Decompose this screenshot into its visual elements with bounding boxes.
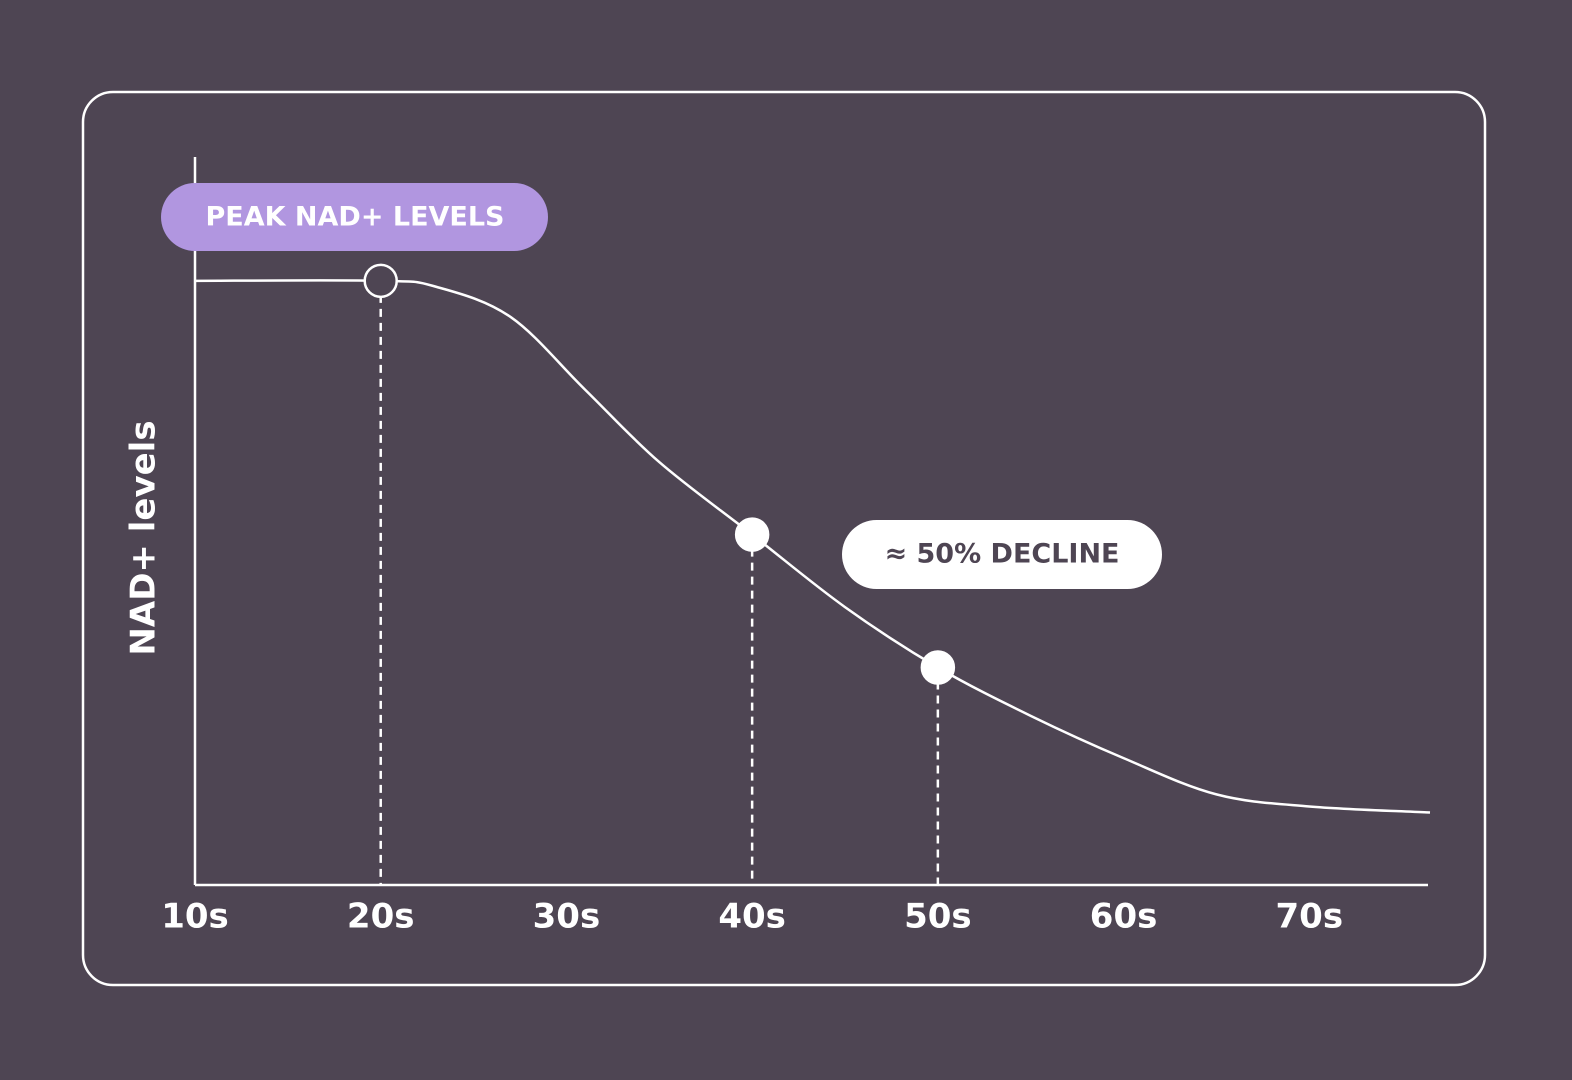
x-tick-label: 70s xyxy=(1276,897,1344,937)
peak-annotation: PEAK NAD+ LEVELS xyxy=(205,202,504,233)
marker xyxy=(920,650,956,685)
decline-annotation: ≈ 50% DECLINE xyxy=(884,539,1119,570)
x-tick-label: 40s xyxy=(718,897,786,937)
x-tick-label: 10s xyxy=(161,897,229,937)
peak-pill xyxy=(161,183,548,251)
x-tick-label: 50s xyxy=(904,897,972,937)
x-tick-label: 60s xyxy=(1090,897,1158,937)
decline-pill xyxy=(842,520,1162,589)
x-tick-label: 30s xyxy=(533,897,601,937)
marker xyxy=(734,517,770,552)
x-tick-label: 20s xyxy=(347,897,415,937)
marker xyxy=(363,263,398,299)
frame xyxy=(81,90,1487,987)
line xyxy=(194,279,1431,814)
y-axis-label: NAD+ levels xyxy=(124,420,164,655)
plot-area: 10s 20s 30s 40s 50s 60s 70s xyxy=(161,263,1431,937)
